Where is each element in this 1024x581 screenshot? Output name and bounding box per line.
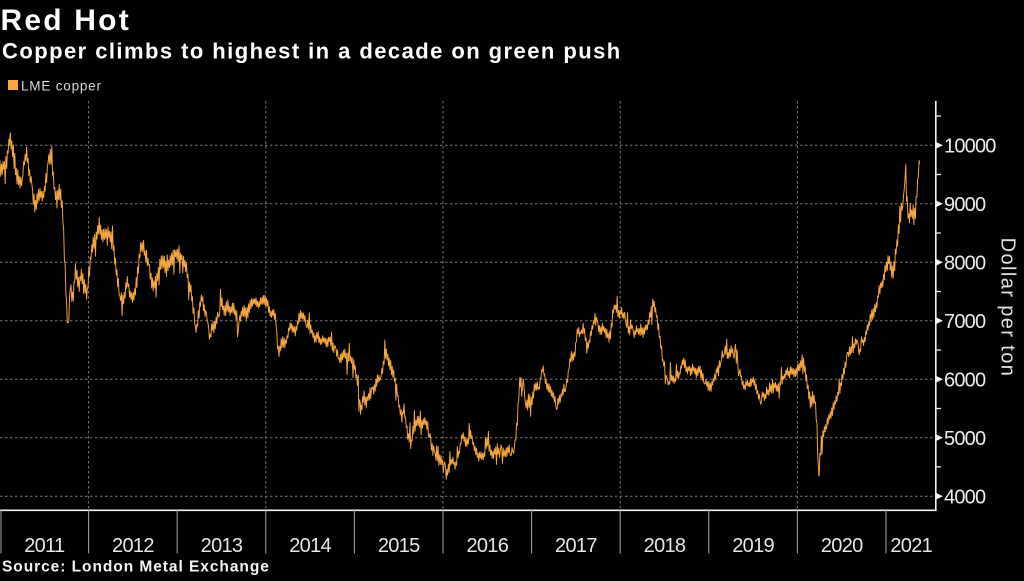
svg-text:2018: 2018	[644, 535, 686, 557]
svg-text:10000: 10000	[944, 136, 996, 158]
svg-text:Dollar per ton: Dollar per ton	[997, 238, 1019, 378]
svg-text:2016: 2016	[466, 535, 508, 557]
svg-text:2012: 2012	[112, 535, 154, 557]
svg-text:LME copper: LME copper	[21, 79, 102, 94]
svg-text:Red Hot: Red Hot	[1, 4, 131, 37]
svg-text:2013: 2013	[201, 535, 243, 557]
svg-text:6000: 6000	[944, 370, 986, 392]
svg-text:2021: 2021	[890, 535, 932, 557]
svg-text:Copper climbs to highest in a: Copper climbs to highest in a decade on …	[2, 39, 622, 64]
svg-text:2020: 2020	[821, 535, 863, 557]
svg-text:2019: 2019	[732, 535, 774, 557]
svg-text:2015: 2015	[378, 535, 420, 557]
svg-text:4000: 4000	[944, 487, 986, 509]
svg-text:9000: 9000	[944, 194, 986, 216]
svg-text:7000: 7000	[944, 311, 986, 333]
svg-text:5000: 5000	[944, 428, 986, 450]
svg-text:8000: 8000	[944, 253, 986, 275]
svg-text:2017: 2017	[555, 535, 597, 557]
svg-text:2011: 2011	[24, 535, 65, 557]
svg-text:2014: 2014	[289, 535, 331, 557]
svg-text:Source: London Metal Exchange: Source: London Metal Exchange	[2, 559, 270, 576]
